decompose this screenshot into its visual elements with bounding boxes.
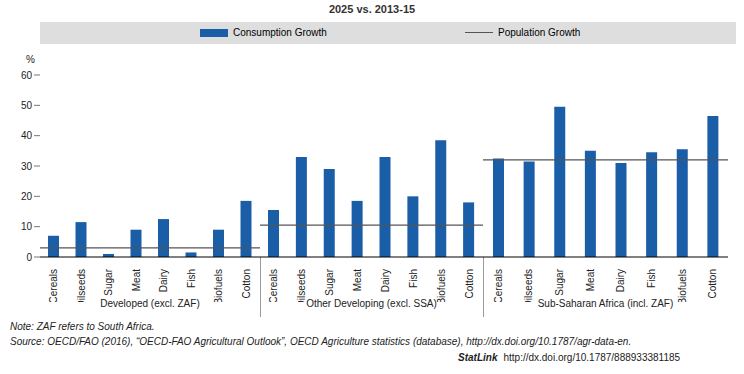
svg-text:Cotton: Cotton bbox=[464, 269, 475, 298]
svg-text:Sugar: Sugar bbox=[103, 268, 114, 295]
svg-text:40: 40 bbox=[21, 130, 33, 141]
svg-text:Cereals: Cereals bbox=[268, 269, 279, 302]
svg-text:20: 20 bbox=[21, 191, 33, 202]
svg-text:Cereals: Cereals bbox=[493, 269, 504, 302]
svg-text:Biofuels: Biofuels bbox=[436, 269, 447, 302]
html-text:Note: ZAF refers to South Afri: Note: ZAF refers to South Africa. bbox=[10, 321, 155, 332]
svg-text:Meat: Meat bbox=[131, 269, 142, 291]
svg-text:Fish: Fish bbox=[408, 269, 419, 288]
svg-text:Sugar: Sugar bbox=[324, 268, 335, 295]
svg-text:30: 30 bbox=[21, 161, 33, 172]
svg-text:Cotton: Cotton bbox=[241, 269, 252, 298]
html-text:Other Developing (excl. SSA): Other Developing (excl. SSA) bbox=[306, 298, 437, 309]
html-text:Population Growth: Population Growth bbox=[498, 27, 581, 38]
html-text:Developed (excl. ZAF): Developed (excl. ZAF) bbox=[100, 298, 200, 309]
svg-text:60: 60 bbox=[21, 70, 33, 81]
svg-text:Cereals: Cereals bbox=[48, 269, 59, 302]
svg-text:Sugar: Sugar bbox=[554, 268, 565, 295]
svg-text:Biofuels: Biofuels bbox=[677, 269, 688, 302]
html-text:Consumption Growth: Consumption Growth bbox=[233, 27, 327, 38]
svg-text:Cotton: Cotton bbox=[707, 269, 718, 298]
svg-text:Dairy: Dairy bbox=[615, 269, 626, 292]
html-text:http://dx.doi.org/10.1787/8889: http://dx.doi.org/10.1787/888933381185 bbox=[503, 352, 681, 363]
svg-text:Meat: Meat bbox=[352, 269, 363, 291]
html-text:Source: OECD/FAO (2016), “OECD: Source: OECD/FAO (2016), “OECD-FAO Agric… bbox=[10, 336, 632, 347]
svg-text:Oilseeds: Oilseeds bbox=[296, 269, 307, 302]
svg-text:Dairy: Dairy bbox=[158, 269, 169, 292]
svg-text:Oilseeds: Oilseeds bbox=[523, 269, 534, 302]
html-text:Sub-Saharan Africa (incl. ZAF): Sub-Saharan Africa (incl. ZAF) bbox=[537, 298, 674, 309]
svg-text:Meat: Meat bbox=[585, 269, 596, 291]
svg-text:Fish: Fish bbox=[186, 269, 197, 288]
svg-text:50: 50 bbox=[21, 100, 33, 111]
svg-text:Biofuels: Biofuels bbox=[213, 269, 224, 302]
svg-text:Oilseeds: Oilseeds bbox=[76, 269, 87, 302]
svg-text:Fish: Fish bbox=[646, 269, 657, 288]
svg-text:10: 10 bbox=[21, 221, 33, 232]
html-text:2025 vs. 2013-15: 2025 vs. 2013-15 bbox=[328, 3, 416, 15]
svg-text:Dairy: Dairy bbox=[380, 269, 391, 292]
svg-text:0: 0 bbox=[26, 252, 32, 263]
html-text:StatLink: StatLink bbox=[458, 352, 498, 363]
